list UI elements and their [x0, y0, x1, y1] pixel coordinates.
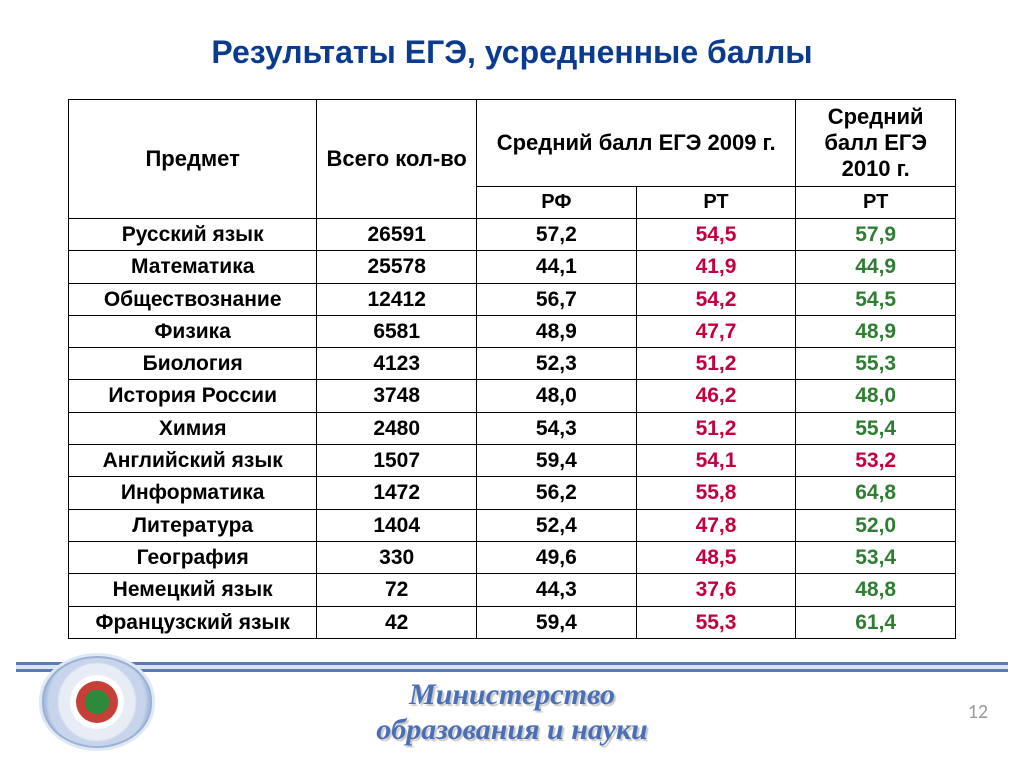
cell-subject: Химия [69, 412, 317, 444]
cell-subject: Английский язык [69, 445, 317, 477]
cell-subject: Обществознание [69, 283, 317, 315]
cell-rt: 54,1 [636, 445, 796, 477]
cell-rf: 56,7 [477, 283, 637, 315]
cell-count: 6581 [317, 315, 477, 347]
cell-rt: 46,2 [636, 380, 796, 412]
ministry-title: Министерство образования и науки [376, 678, 647, 747]
slide-title: Результаты ЕГЭ, усредненные баллы [0, 0, 1024, 71]
cell-count: 25578 [317, 251, 477, 283]
table-body: Русский язык2659157,254,557,9Математика2… [69, 219, 956, 639]
cell-count: 1404 [317, 509, 477, 541]
cell-rt2010: 61,4 [796, 606, 956, 638]
cell-count: 2480 [317, 412, 477, 444]
cell-count: 4123 [317, 348, 477, 380]
cell-count: 3748 [317, 380, 477, 412]
cell-rf: 44,3 [477, 574, 637, 606]
col-avg2010: Средний балл ЕГЭ 2010 г. [796, 100, 956, 187]
results-table: Предмет Всего кол-во Средний балл ЕГЭ 20… [68, 99, 956, 639]
table-header: Предмет Всего кол-во Средний балл ЕГЭ 20… [69, 100, 956, 219]
cell-rt2010: 57,9 [796, 219, 956, 251]
cell-rf: 57,2 [477, 219, 637, 251]
cell-rt: 51,2 [636, 348, 796, 380]
cell-count: 1472 [317, 477, 477, 509]
cell-rf: 44,1 [477, 251, 637, 283]
cell-rf: 52,4 [477, 509, 637, 541]
cell-rt2010: 44,9 [796, 251, 956, 283]
cell-rt2010: 52,0 [796, 509, 956, 541]
cell-rt2010: 48,0 [796, 380, 956, 412]
cell-rt2010: 55,4 [796, 412, 956, 444]
table-row: История России374848,046,248,0 [69, 380, 956, 412]
cell-rf: 48,9 [477, 315, 637, 347]
col-rt2: РТ [796, 187, 956, 219]
cell-subject: История России [69, 380, 317, 412]
table-row: Французский язык4259,455,361,4 [69, 606, 956, 638]
cell-subject: География [69, 541, 317, 573]
cell-rt: 55,8 [636, 477, 796, 509]
cell-rt2010: 48,9 [796, 315, 956, 347]
cell-count: 330 [317, 541, 477, 573]
cell-rf: 56,2 [477, 477, 637, 509]
table-row: Обществознание1241256,754,254,5 [69, 283, 956, 315]
cell-rf: 54,3 [477, 412, 637, 444]
cell-subject: Физика [69, 315, 317, 347]
cell-rt: 54,5 [636, 219, 796, 251]
cell-count: 72 [317, 574, 477, 606]
cell-rt: 54,2 [636, 283, 796, 315]
table-row: Физика658148,947,748,9 [69, 315, 956, 347]
cell-subject: Информатика [69, 477, 317, 509]
cell-rt2010: 53,2 [796, 445, 956, 477]
col-count: Всего кол-во [317, 100, 477, 219]
cell-rt2010: 48,8 [796, 574, 956, 606]
cell-count: 26591 [317, 219, 477, 251]
cell-rt2010: 55,3 [796, 348, 956, 380]
table-row: Немецкий язык7244,337,648,8 [69, 574, 956, 606]
footer-divider [16, 662, 1008, 672]
cell-count: 12412 [317, 283, 477, 315]
cell-rt: 47,7 [636, 315, 796, 347]
ministry-emblem-icon [42, 656, 152, 748]
cell-rt: 37,6 [636, 574, 796, 606]
cell-rf: 52,3 [477, 348, 637, 380]
table-row: Информатика147256,255,864,8 [69, 477, 956, 509]
col-rt: РТ [636, 187, 796, 219]
table-row: Английский язык150759,454,153,2 [69, 445, 956, 477]
cell-rf: 59,4 [477, 606, 637, 638]
page-number: 12 [968, 700, 988, 724]
cell-subject: Русский язык [69, 219, 317, 251]
table-row: Русский язык2659157,254,557,9 [69, 219, 956, 251]
cell-rf: 48,0 [477, 380, 637, 412]
cell-rt: 51,2 [636, 412, 796, 444]
cell-subject: Биология [69, 348, 317, 380]
col-subject: Предмет [69, 100, 317, 219]
cell-rt: 48,5 [636, 541, 796, 573]
cell-subject: Французский язык [69, 606, 317, 638]
cell-count: 42 [317, 606, 477, 638]
col-rf: РФ [477, 187, 637, 219]
ministry-line2: образования и науки [376, 713, 647, 748]
cell-subject: Математика [69, 251, 317, 283]
cell-rt2010: 53,4 [796, 541, 956, 573]
table-row: Химия248054,351,255,4 [69, 412, 956, 444]
cell-count: 1507 [317, 445, 477, 477]
table-row: Литература140452,447,852,0 [69, 509, 956, 541]
cell-rt2010: 54,5 [796, 283, 956, 315]
table-row: География33049,648,553,4 [69, 541, 956, 573]
cell-rf: 59,4 [477, 445, 637, 477]
slide-footer: Министерство образования и науки 12 [0, 662, 1024, 752]
table-row: Биология412352,351,255,3 [69, 348, 956, 380]
col-avg2009: Средний балл ЕГЭ 2009 г. [477, 100, 796, 187]
cell-rt: 47,8 [636, 509, 796, 541]
cell-subject: Немецкий язык [69, 574, 317, 606]
cell-rt: 41,9 [636, 251, 796, 283]
cell-rt: 55,3 [636, 606, 796, 638]
table-row: Математика2557844,141,944,9 [69, 251, 956, 283]
cell-rf: 49,6 [477, 541, 637, 573]
cell-subject: Литература [69, 509, 317, 541]
ministry-line1: Министерство [376, 678, 647, 713]
cell-rt2010: 64,8 [796, 477, 956, 509]
